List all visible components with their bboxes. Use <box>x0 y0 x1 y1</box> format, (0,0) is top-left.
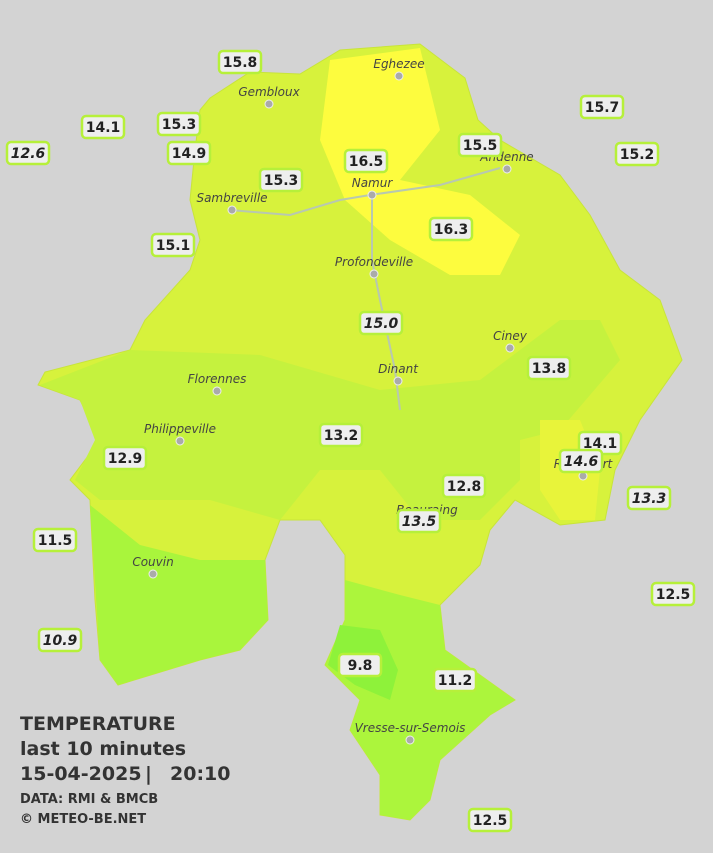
station-value: 15.3 <box>162 117 197 133</box>
city-dot <box>505 343 515 353</box>
station-box <box>432 667 478 693</box>
station-box <box>217 49 263 75</box>
city-name: Namur <box>352 176 394 190</box>
station-box <box>526 355 572 381</box>
station-box <box>626 485 672 511</box>
city-dot <box>264 99 274 109</box>
station-box <box>558 448 604 474</box>
station-box <box>258 167 304 193</box>
station-value: 12.6 <box>11 146 46 162</box>
station-value: 14.9 <box>172 146 207 162</box>
city-name: Eghezee <box>373 57 424 71</box>
station-box <box>318 422 364 448</box>
city-name: Florennes <box>188 372 247 386</box>
station-value: 15.1 <box>156 238 191 254</box>
station-value: 15.2 <box>620 147 655 163</box>
stations: 15.8 14.1 15.3 12.6 14.9 16.5 15.5 15.7 15.2 15.3… <box>5 49 696 833</box>
station-value: 15.0 <box>364 316 399 332</box>
station-box <box>614 141 660 167</box>
station-box <box>396 508 442 534</box>
city-name: Philippeville <box>144 422 216 436</box>
station-value: 11.5 <box>38 533 73 549</box>
station-box <box>156 111 202 137</box>
legend-copyright: © METEO-BE.NET <box>20 812 146 827</box>
station-box <box>428 216 474 242</box>
city-dot <box>369 269 379 279</box>
legend-time: 20:10 <box>170 763 230 785</box>
station-box <box>102 445 148 471</box>
station-box <box>80 114 126 140</box>
station-value: 15.3 <box>264 173 299 189</box>
station-box <box>467 807 513 833</box>
station-box <box>5 140 51 166</box>
station-box <box>37 627 83 653</box>
station-value: 14.1 <box>583 436 618 452</box>
city-dot <box>212 386 222 396</box>
station-value: 13.3 <box>632 491 667 507</box>
legend-separator: | <box>145 763 152 785</box>
station-value: 15.8 <box>223 55 258 71</box>
station-value: 16.3 <box>434 222 469 238</box>
station-value: 9.8 <box>348 658 373 674</box>
station-value: 14.6 <box>564 454 599 470</box>
city-name: Couvin <box>132 555 173 569</box>
city-dot <box>175 436 185 446</box>
station-value: 12.5 <box>656 587 691 603</box>
station-value: 13.5 <box>402 514 437 530</box>
city-name: Dinant <box>378 362 419 376</box>
station-value: 12.9 <box>108 451 143 467</box>
city-name: Gembloux <box>238 85 300 99</box>
city-name: Ciney <box>493 329 528 343</box>
station-box <box>150 232 196 258</box>
city-dot <box>502 164 512 174</box>
city-dot <box>227 205 237 215</box>
city-name: Vresse-sur-Semois <box>355 721 466 735</box>
city-dot <box>405 735 415 745</box>
city-dot <box>393 376 403 386</box>
station-box <box>650 581 696 607</box>
station-box <box>457 132 503 158</box>
station-box <box>337 652 383 678</box>
city-dot <box>148 569 158 579</box>
station-value: 13.2 <box>324 428 359 444</box>
station-box <box>441 473 487 499</box>
station-box <box>166 140 212 166</box>
station-box <box>358 310 404 336</box>
station-value: 12.5 <box>473 813 508 829</box>
legend: TEMPERATURE last 10 minutes 15-04-2025 |… <box>20 713 230 827</box>
station-box <box>343 148 389 174</box>
legend-date: 15-04-2025 <box>20 763 142 785</box>
city-dot <box>394 71 404 81</box>
station-value: 10.9 <box>43 633 78 649</box>
station-value: 14.1 <box>86 120 121 136</box>
station-value: 11.2 <box>438 673 473 689</box>
station-value: 15.7 <box>585 100 620 116</box>
legend-title: TEMPERATURE <box>20 713 176 735</box>
city-name: Profondeville <box>335 255 413 269</box>
city-dot <box>367 190 377 200</box>
legend-source: DATA: RMI & BMCB <box>20 792 158 807</box>
city-name: Sambreville <box>196 191 267 205</box>
station-value: 12.8 <box>447 479 482 495</box>
station-box <box>32 527 78 553</box>
legend-period: last 10 minutes <box>20 738 186 760</box>
station-box <box>579 94 625 120</box>
station-value: 16.5 <box>349 154 384 170</box>
station-value: 15.5 <box>463 138 498 154</box>
station-value: 13.8 <box>532 361 567 377</box>
